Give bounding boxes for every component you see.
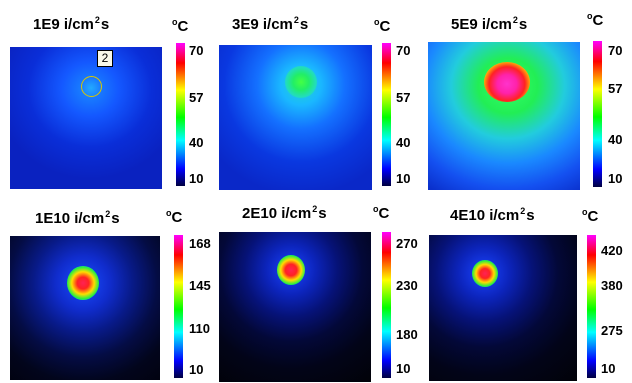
panel-6-unit: oC xyxy=(582,207,599,225)
panel-2-hotspot xyxy=(285,66,317,98)
panel-6-tick-4: 10 xyxy=(601,361,616,376)
panel-4-tick-2: 145 xyxy=(189,278,211,293)
panel-6-hotspot xyxy=(472,260,498,287)
panel-5-thermal-image xyxy=(219,232,371,382)
panel-3-hotspot xyxy=(484,62,530,102)
panel-6-thermal-image xyxy=(429,235,577,381)
panel-1-tick-4: 10 xyxy=(189,171,204,186)
panel-3-tick-3: 40 xyxy=(608,132,623,147)
panel-6-title: 4E10 i/cm2s xyxy=(450,206,535,224)
panel-4-tick-3: 110 xyxy=(189,321,210,336)
panel-1-marker-label: 2 xyxy=(97,50,113,67)
panel-5-hotspot xyxy=(277,255,305,285)
panel-6-tick-3: 275 xyxy=(601,323,623,338)
panel-1-selection-ring xyxy=(81,76,102,97)
panel-2-tick-4: 10 xyxy=(396,171,411,186)
panel-6-colorbar xyxy=(587,235,596,378)
panel-2-tick-3: 40 xyxy=(396,135,411,150)
panel-2-thermal-image xyxy=(219,45,372,190)
panel-4-thermal-image xyxy=(10,236,160,380)
panel-4-hotspot xyxy=(67,266,99,300)
panel-5-tick-3: 180 xyxy=(396,327,418,342)
panel-5-unit: oC xyxy=(373,204,390,222)
panel-1-colorbar xyxy=(176,43,185,186)
panel-2-title: 3E9 i/cm2s xyxy=(232,15,309,33)
panel-6-tick-2: 380 xyxy=(601,278,623,293)
panel-4-title: 1E10 i/cm2s xyxy=(35,209,120,227)
panel-1-tick-3: 40 xyxy=(189,135,204,150)
panel-6-tick-1: 420 xyxy=(601,243,623,258)
panel-3-unit: oC xyxy=(587,11,604,29)
panel-4-unit: oC xyxy=(166,208,183,226)
panel-3-tick-1: 70 xyxy=(608,43,623,58)
panel-4-tick-4: 10 xyxy=(189,362,204,377)
panel-3-thermal-image xyxy=(428,42,580,190)
panel-2-colorbar xyxy=(382,43,391,186)
panel-2-unit: oC xyxy=(374,17,391,35)
panel-1-tick-1: 70 xyxy=(189,43,204,58)
panel-2-tick-2: 57 xyxy=(396,90,411,105)
panel-3-colorbar xyxy=(593,41,602,187)
panel-1-thermal-image: 2 xyxy=(10,47,162,189)
panel-3-tick-4: 10 xyxy=(608,171,623,186)
panel-1-title: 1E9 i/cm2s xyxy=(33,15,110,33)
panel-5-tick-4: 10 xyxy=(396,361,411,376)
panel-5-title: 2E10 i/cm2s xyxy=(242,204,327,222)
panel-4-colorbar xyxy=(174,235,183,378)
panel-5-tick-1: 270 xyxy=(396,236,418,251)
panel-2-tick-1: 70 xyxy=(396,43,411,58)
panel-3-title: 5E9 i/cm2s xyxy=(451,15,528,33)
panel-3-tick-2: 57 xyxy=(608,81,623,96)
panel-1-tick-2: 57 xyxy=(189,90,204,105)
panel-4-tick-1: 168 xyxy=(189,236,211,251)
panel-5-tick-2: 230 xyxy=(396,278,418,293)
panel-1-unit: oC xyxy=(172,17,189,35)
panel-5-colorbar xyxy=(382,232,391,378)
